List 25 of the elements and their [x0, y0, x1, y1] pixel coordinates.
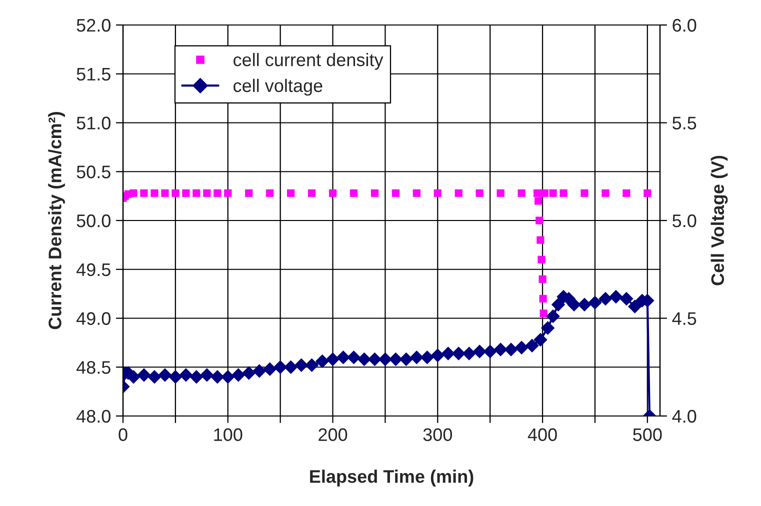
y-tick-label: 50.5	[76, 166, 110, 178]
legend-label: cell voltage	[234, 78, 322, 96]
y2-tick-label: 5.0	[672, 214, 696, 228]
y2-tick-label: 4.5	[672, 312, 696, 325]
x-tick-label: 100	[214, 428, 242, 442]
y-axis-title: Current Density (mA/cm²)	[48, 112, 65, 330]
y-tick-label: 52.0	[76, 18, 110, 32]
y-tick-label: 51.0	[76, 116, 110, 130]
x-tick-label: 300	[423, 428, 452, 442]
y-tick-label: 48.5	[76, 361, 110, 374]
y-tick-label: 51.5	[76, 68, 110, 81]
y-tick-label: 49.0	[76, 312, 110, 325]
y-tick-label: 49.5	[76, 263, 110, 276]
x-tick-label: 400	[528, 428, 557, 442]
y2-tick-label: 5.5	[672, 116, 696, 130]
y2-tick-label: 4.0	[672, 410, 696, 423]
x-tick-label: 500	[633, 428, 662, 442]
x-tick-label: 200	[318, 428, 348, 442]
y2-axis-title: Cell Voltage (V)	[710, 156, 728, 286]
y-tick-label: 50.0	[76, 214, 110, 228]
x-tick-label: 0	[118, 428, 128, 442]
y-tick-label: 48.0	[76, 410, 110, 423]
y2-tick-label: 6.0	[672, 18, 696, 32]
legend-label: cell current density	[234, 52, 384, 70]
x-axis-title: Elapsed Time (min)	[310, 470, 474, 486]
